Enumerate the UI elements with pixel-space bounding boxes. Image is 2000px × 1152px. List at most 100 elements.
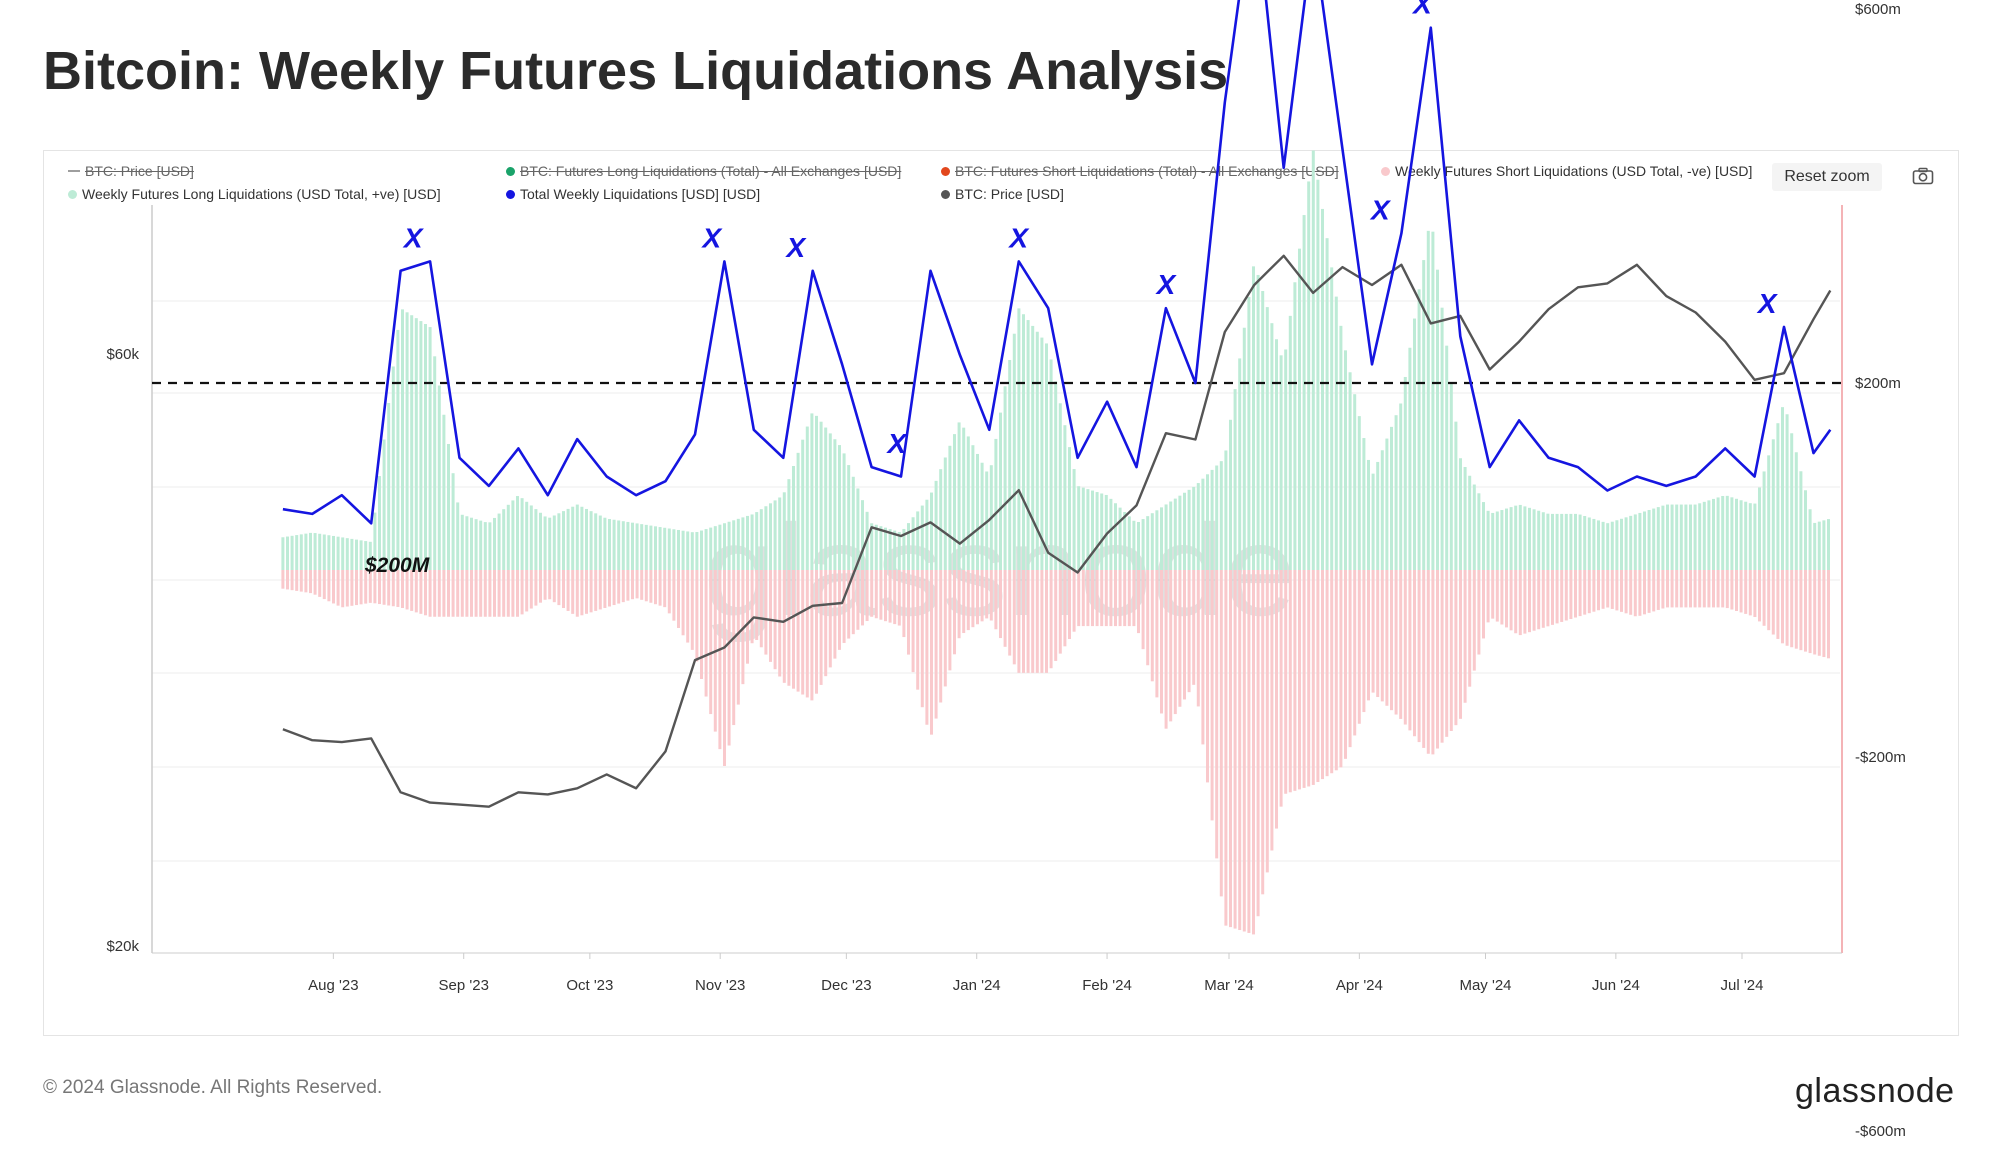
long-liquidation-bar	[948, 445, 952, 570]
long-liquidation-bar	[1537, 510, 1541, 570]
long-liquidation-bar	[1343, 350, 1347, 570]
y-right-tick-label: $200m	[1855, 375, 1901, 392]
short-liquidation-bar	[1233, 570, 1237, 929]
long-liquidation-bar	[1132, 520, 1136, 570]
short-liquidation-bar	[1518, 570, 1522, 636]
long-liquidation-bar	[704, 529, 708, 570]
short-liquidation-bar	[1734, 570, 1738, 611]
reset-zoom-button[interactable]: Reset zoom	[1772, 163, 1882, 191]
long-liquidation-bar	[1757, 487, 1761, 570]
long-liquidation-bar	[644, 524, 648, 570]
short-liquidation-bar	[451, 570, 455, 617]
short-liquidation-bar	[285, 570, 289, 590]
long-liquidation-bar	[1325, 238, 1329, 570]
long-liquidation-bar	[451, 473, 455, 570]
long-liquidation-bar	[902, 528, 906, 570]
short-liquidation-bar	[290, 570, 294, 591]
short-liquidation-bar	[1458, 570, 1462, 719]
long-liquidation-bar	[1739, 500, 1743, 570]
legend-item-short-total-hidden[interactable]: BTC: Futures Short Liquidations (Total) …	[941, 163, 1339, 179]
long-liquidation-bar	[1334, 296, 1338, 570]
short-liquidation-bar	[1196, 570, 1200, 707]
long-liquidation-bar	[980, 462, 984, 570]
legend-item-price[interactable]: BTC: Price [USD]	[941, 186, 1064, 202]
long-liquidation-bar	[658, 527, 662, 570]
long-liquidation-bar	[1003, 386, 1007, 570]
short-liquidation-bar	[1063, 570, 1067, 647]
short-liquidation-bar	[1362, 570, 1366, 713]
x-tick-label: Jul '24	[1721, 977, 1764, 994]
long-liquidation-bar	[1063, 425, 1067, 570]
x-tick-label: Jun '24	[1592, 977, 1640, 994]
short-liquidation-bar	[1348, 570, 1352, 748]
short-liquidation-bar	[1698, 570, 1702, 608]
short-liquidation-bar	[589, 570, 593, 613]
short-liquidation-bar	[750, 570, 754, 644]
short-liquidation-bar	[1113, 570, 1117, 627]
long-liquidation-bar	[304, 533, 308, 570]
long-liquidation-bar	[778, 497, 782, 570]
long-liquidation-bar	[1716, 497, 1720, 570]
long-liquidation-bar	[511, 500, 515, 570]
long-liquidation-bar	[566, 508, 570, 570]
long-liquidation-bar	[1486, 510, 1490, 570]
long-liquidation-bar	[1095, 492, 1099, 570]
long-liquidation-bar	[1233, 389, 1237, 570]
short-liquidation-bar	[515, 570, 519, 617]
legend-item-weekly-short[interactable]: Weekly Futures Short Liquidations (USD T…	[1381, 163, 1752, 179]
short-liquidation-bar	[911, 570, 915, 673]
long-liquidation-bar	[1316, 179, 1320, 570]
short-liquidation-bar	[1136, 570, 1140, 634]
long-liquidation-bar	[1118, 507, 1122, 570]
long-liquidation-bar	[1541, 512, 1545, 570]
long-liquidation-bar	[1072, 469, 1076, 570]
camera-icon[interactable]	[1912, 167, 1934, 185]
short-liquidation-bar	[1721, 570, 1725, 608]
short-liquidation-bar	[1040, 570, 1044, 673]
x-tick-label: Apr '24	[1336, 977, 1383, 994]
short-liquidation-bar	[368, 570, 372, 603]
short-liquidation-bar	[433, 570, 437, 617]
long-liquidation-bar	[856, 488, 860, 570]
short-liquidation-bar	[1077, 570, 1081, 627]
short-liquidation-bar	[1325, 570, 1329, 777]
long-liquidation-bar	[764, 506, 768, 570]
short-liquidation-bar	[1274, 570, 1278, 829]
short-liquidation-bar	[856, 570, 860, 630]
short-liquidation-bar	[994, 570, 998, 630]
long-liquidation-bar	[1067, 447, 1071, 570]
short-liquidation-bar	[410, 570, 414, 611]
short-liquidation-bar	[787, 570, 791, 686]
short-liquidation-bar	[1072, 570, 1076, 632]
long-liquidation-bar	[299, 534, 303, 570]
long-liquidation-bar	[819, 421, 823, 570]
legend-item-weekly-long[interactable]: Weekly Futures Long Liquidations (USD To…	[68, 186, 441, 202]
short-liquidation-bar	[1256, 570, 1260, 917]
short-liquidation-bar	[364, 570, 368, 604]
legend-item-price-hidden[interactable]: BTC: Price [USD]	[68, 163, 194, 179]
long-liquidation-bar	[520, 498, 524, 570]
legend-item-total-weekly[interactable]: Total Weekly Liquidations [USD] [USD]	[506, 186, 760, 202]
long-liquidation-bar	[1012, 333, 1016, 570]
short-liquidation-bar	[1109, 570, 1113, 627]
short-liquidation-bar	[1320, 570, 1324, 780]
long-liquidation-bar	[1256, 274, 1260, 570]
long-liquidation-bar	[373, 512, 377, 570]
short-liquidation-bar	[548, 570, 552, 600]
y-right-tick-label: -$200m	[1855, 749, 1906, 766]
short-liquidation-bar	[943, 570, 947, 687]
long-liquidation-bar	[1514, 505, 1518, 570]
x-marker-label: X	[1756, 288, 1779, 319]
short-liquidation-bar	[1422, 570, 1426, 748]
short-liquidation-bar	[1799, 570, 1803, 651]
long-liquidation-bar	[1638, 512, 1642, 570]
short-liquidation-bar	[1449, 570, 1453, 732]
long-liquidation-bar	[759, 509, 763, 570]
legend-item-long-total-hidden[interactable]: BTC: Futures Long Liquidations (Total) -…	[506, 163, 901, 179]
x-marker-label: X	[785, 232, 808, 263]
short-liquidation-bar	[814, 570, 818, 694]
long-liquidation-bar	[805, 426, 809, 570]
long-liquidation-bar	[663, 527, 667, 570]
short-liquidation-bar	[1813, 570, 1817, 655]
y-left-tick-label: $60k	[106, 346, 139, 363]
